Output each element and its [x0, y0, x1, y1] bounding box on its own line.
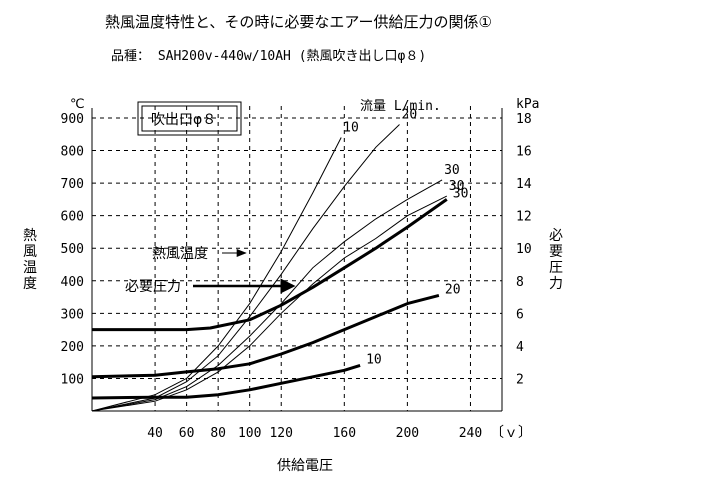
y-axis-label-char: 圧: [549, 260, 563, 276]
y-unit-left: ℃: [70, 97, 85, 112]
annotation-temp-label: 熱風温度: [152, 246, 208, 262]
y-axis-label-char: 風: [23, 244, 37, 260]
x-unit: 〔ｖ〕: [490, 425, 532, 441]
annotation-arrows: [193, 249, 296, 294]
y-tick-label-left: 600: [61, 210, 84, 225]
temperature-series-label: 10: [343, 121, 359, 136]
y-tick-label-left: 500: [61, 242, 84, 257]
y-axis-label-char: 力: [549, 276, 563, 292]
pressure-line-10: [91, 363, 361, 400]
y-tick-label-right: 16: [516, 145, 532, 160]
y-tick-label-right: 14: [516, 177, 532, 192]
outlet-box-inner: [141, 105, 238, 132]
x-tick-label: 120: [269, 426, 292, 441]
y-tick-label-right: 18: [516, 112, 532, 127]
outlet-box-label: 吹出口φ８: [151, 112, 216, 128]
pressure-line-20: [91, 293, 440, 379]
x-tick-label: 40: [147, 426, 163, 441]
tick-labels: 100 200 300 400 500 600 700 800 900 2 4 6 8 10 12 14 16 1…: [61, 112, 532, 441]
x-tick-label: 160: [333, 426, 356, 441]
pressure-series-label: 30: [453, 186, 469, 201]
y-tick-label-left: 700: [61, 177, 84, 192]
y-unit-right: kPa: [516, 97, 539, 112]
y-tick-label-left: 300: [61, 307, 84, 322]
y-tick-label-right: 4: [516, 340, 524, 355]
y-tick-label-right: 10: [516, 242, 532, 257]
x-tick-label: 240: [459, 426, 482, 441]
x-tick-label: 100: [238, 426, 261, 441]
temperature-series-label: 30: [449, 179, 465, 194]
y-tick-label-left: 100: [61, 372, 84, 387]
pressure-series-label: 20: [445, 282, 461, 297]
outlet-box-outer: [137, 101, 242, 136]
x-tick-label: 60: [179, 426, 195, 441]
pressure-series-label: 10: [366, 352, 382, 367]
annotation-pressure-label: 必要圧力: [125, 279, 181, 295]
x-tick-label: 200: [396, 426, 419, 441]
y-tick-label-left: 900: [61, 112, 84, 127]
y-tick-label-left: 200: [61, 340, 84, 355]
y-tick-label-right: 2: [516, 372, 524, 387]
pressure-line-30: [92, 198, 448, 332]
series: [91, 124, 448, 412]
x-axis-label: 供給電圧: [277, 458, 333, 474]
chart-subtitle: 品種： SAH200v-440w/10AH (熱風吹き出し口φ８): [111, 48, 426, 64]
y-tick-label-left: 400: [61, 275, 84, 290]
temperature-line-30: [91, 195, 448, 412]
y-axis-label-char: 温: [23, 260, 37, 276]
temperature-series-label: 20: [402, 108, 418, 123]
flow-label: 流量 L/min.: [360, 99, 441, 114]
y-tick-label-right: 6: [516, 307, 524, 322]
y-axis-label-right: 必要圧力: [549, 228, 563, 292]
axes: [91, 108, 503, 412]
temperature-line-20: [91, 124, 400, 412]
x-tick-label: 80: [210, 426, 226, 441]
temperature-line-10: [91, 137, 342, 412]
y-tick-label-left: 800: [61, 145, 84, 160]
y-axis-label-left: 熱風温度: [23, 228, 37, 292]
chart-title: 熱風温度特性と、その時に必要なエアー供給圧力の関係①: [105, 13, 492, 31]
y-axis-label-char: 熱: [23, 228, 37, 244]
y-tick-label-right: 12: [516, 210, 532, 225]
temperature-series-label: 30: [444, 163, 460, 178]
y-axis-label-char: 必: [549, 228, 563, 244]
y-axis-label-char: 度: [23, 276, 37, 292]
y-axis-label-char: 要: [549, 244, 563, 260]
y-tick-label-right: 8: [516, 275, 524, 290]
